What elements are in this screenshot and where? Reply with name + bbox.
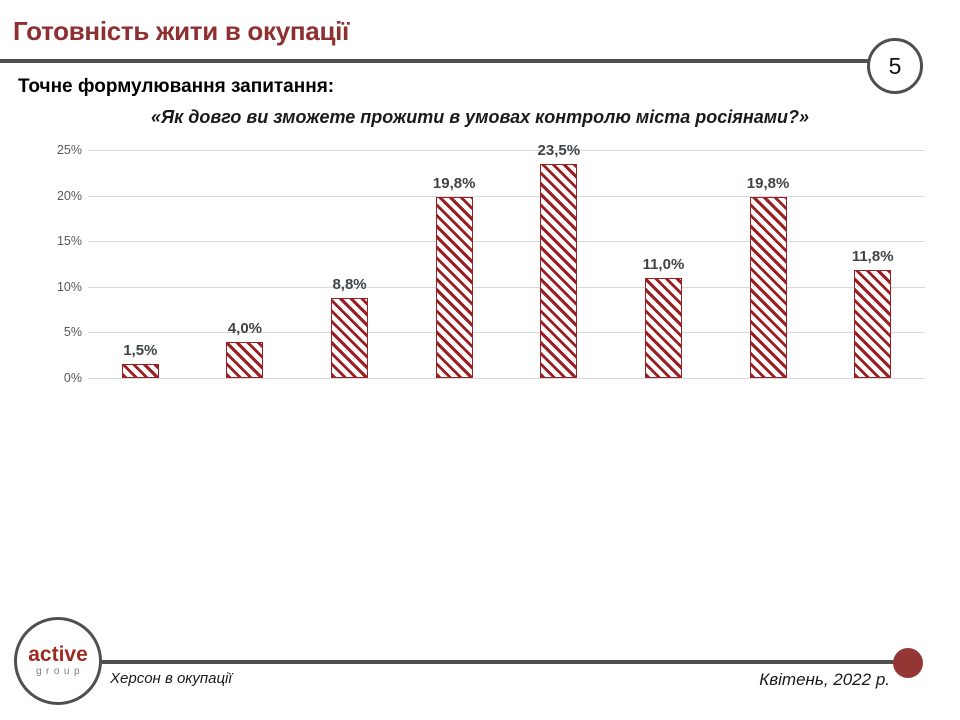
bar: [121, 364, 159, 378]
bar: [749, 197, 787, 378]
gridline: [88, 332, 925, 334]
gridline: [88, 150, 925, 151]
bar-data-label: 11,0%: [642, 255, 685, 273]
page-title: Готовність жити в окупації: [13, 16, 350, 46]
bar-data-label: 11,8%: [851, 248, 894, 266]
page-number: 5: [888, 52, 902, 79]
bar: [540, 163, 578, 378]
footer-caption-right: Квітень, 2022 р.: [759, 670, 890, 689]
gridline: [88, 286, 925, 288]
footer-divider: [95, 660, 913, 664]
y-axis-tick-label: 10%: [56, 279, 82, 294]
bar-data-label: 19,8%: [432, 175, 476, 193]
bar-data-label: 19,8%: [746, 175, 790, 193]
gridline: [88, 378, 925, 379]
bar: [644, 277, 682, 378]
gridline: [88, 195, 925, 197]
bar-data-label: 8,8%: [332, 275, 367, 293]
bar: [854, 270, 892, 378]
logo-text: active: [28, 643, 88, 666]
header-divider: [0, 59, 868, 63]
bar: [226, 341, 264, 378]
bar-data-label: 1,5%: [123, 342, 158, 360]
y-axis-tick-label: 15%: [56, 234, 82, 249]
page-number-badge: 5: [867, 38, 923, 94]
logo-subtext: group: [35, 666, 85, 677]
bar-chart: 0% 5% 10% 15% 20% 25% 1,5% 4,0% 8,8% 19,8% 23,5% 11…: [0, 140, 960, 390]
y-axis-tick-label: 25%: [56, 143, 82, 157]
bar: [435, 197, 473, 378]
question-label: Точне формулювання запитання:: [18, 76, 335, 97]
active-group-logo: active group: [14, 617, 102, 705]
bar-data-label: 23,5%: [537, 141, 581, 159]
footer-caption-left: Херсон в окупації: [110, 670, 232, 687]
bar: [331, 297, 369, 378]
y-axis-tick-label: 20%: [56, 188, 82, 203]
y-axis-tick-label: 0%: [63, 371, 82, 385]
footer-dot-icon: [893, 648, 923, 678]
gridline: [88, 241, 925, 243]
bar-data-label: 4,0%: [227, 319, 263, 337]
y-axis-tick-label: 5%: [63, 325, 82, 340]
question-text: «Як довго ви зможете прожити в умовах ко…: [150, 107, 810, 127]
